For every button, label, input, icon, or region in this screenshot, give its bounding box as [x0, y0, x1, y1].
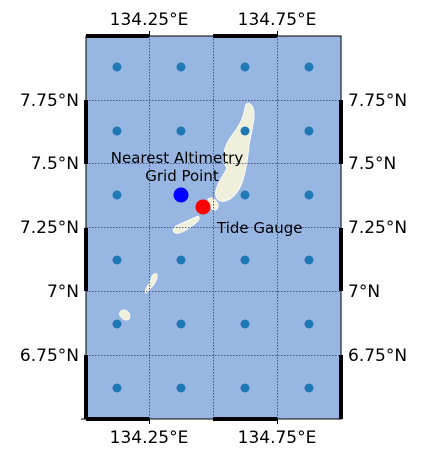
grid-point [304, 126, 314, 136]
grid-point [240, 255, 250, 265]
lat-label-left-675: 6.75°N [20, 346, 79, 366]
altimetry-grid-points [112, 62, 314, 393]
grid-point [304, 62, 314, 72]
tick-marks [81, 31, 278, 424]
nearest-point-label-line1: Nearest Altimetry [111, 149, 244, 167]
lon-label-top-2: 134.75°E [238, 10, 317, 30]
tide-gauge-label: Tide Gauge [216, 219, 302, 237]
lat-label-right-7: 7°N [348, 282, 380, 302]
tide-gauge-marker [195, 199, 211, 215]
grid-point [304, 190, 314, 200]
grid-point [112, 255, 122, 265]
reef-islets [172, 215, 200, 234]
nearest-point-label-line2: Grid Point [145, 167, 219, 185]
grid-point [304, 255, 314, 265]
grid-point [176, 319, 186, 329]
grid-point [240, 383, 250, 393]
lat-label-left-775: 7.75°N [20, 91, 79, 111]
grid-point [112, 319, 122, 329]
lat-label-right-775: 7.75°N [348, 91, 407, 111]
lat-label-left-7: 7°N [47, 282, 79, 302]
grid-point [112, 126, 122, 136]
lon-label-bottom-2: 134.75°E [238, 428, 317, 448]
gridlines [86, 36, 341, 419]
grid-point [176, 383, 186, 393]
lat-label-right-725: 7.25°N [348, 218, 407, 238]
grid-point [240, 126, 250, 136]
grid-point [240, 190, 250, 200]
southern-islet [119, 309, 131, 321]
lat-label-left-75: 7.5°N [31, 154, 79, 174]
grid-point [112, 62, 122, 72]
grid-point [112, 190, 122, 200]
lon-label-top-1: 134.25°E [110, 10, 189, 30]
grid-point [240, 62, 250, 72]
grid-point [176, 62, 186, 72]
grid-point [240, 319, 250, 329]
frame-border [84, 34, 343, 421]
lat-label-right-75: 7.5°N [348, 154, 396, 174]
grid-point [304, 383, 314, 393]
lat-label-left-725: 7.25°N [20, 218, 79, 238]
nearest-grid-point-marker [173, 187, 189, 203]
grid-point [304, 319, 314, 329]
lat-label-right-675: 6.75°N [348, 346, 407, 366]
angaur-area-islet [144, 273, 158, 294]
grid-point [176, 255, 186, 265]
grid-point [176, 126, 186, 136]
grid-point [112, 383, 122, 393]
lon-label-bottom-1: 134.25°E [110, 428, 189, 448]
